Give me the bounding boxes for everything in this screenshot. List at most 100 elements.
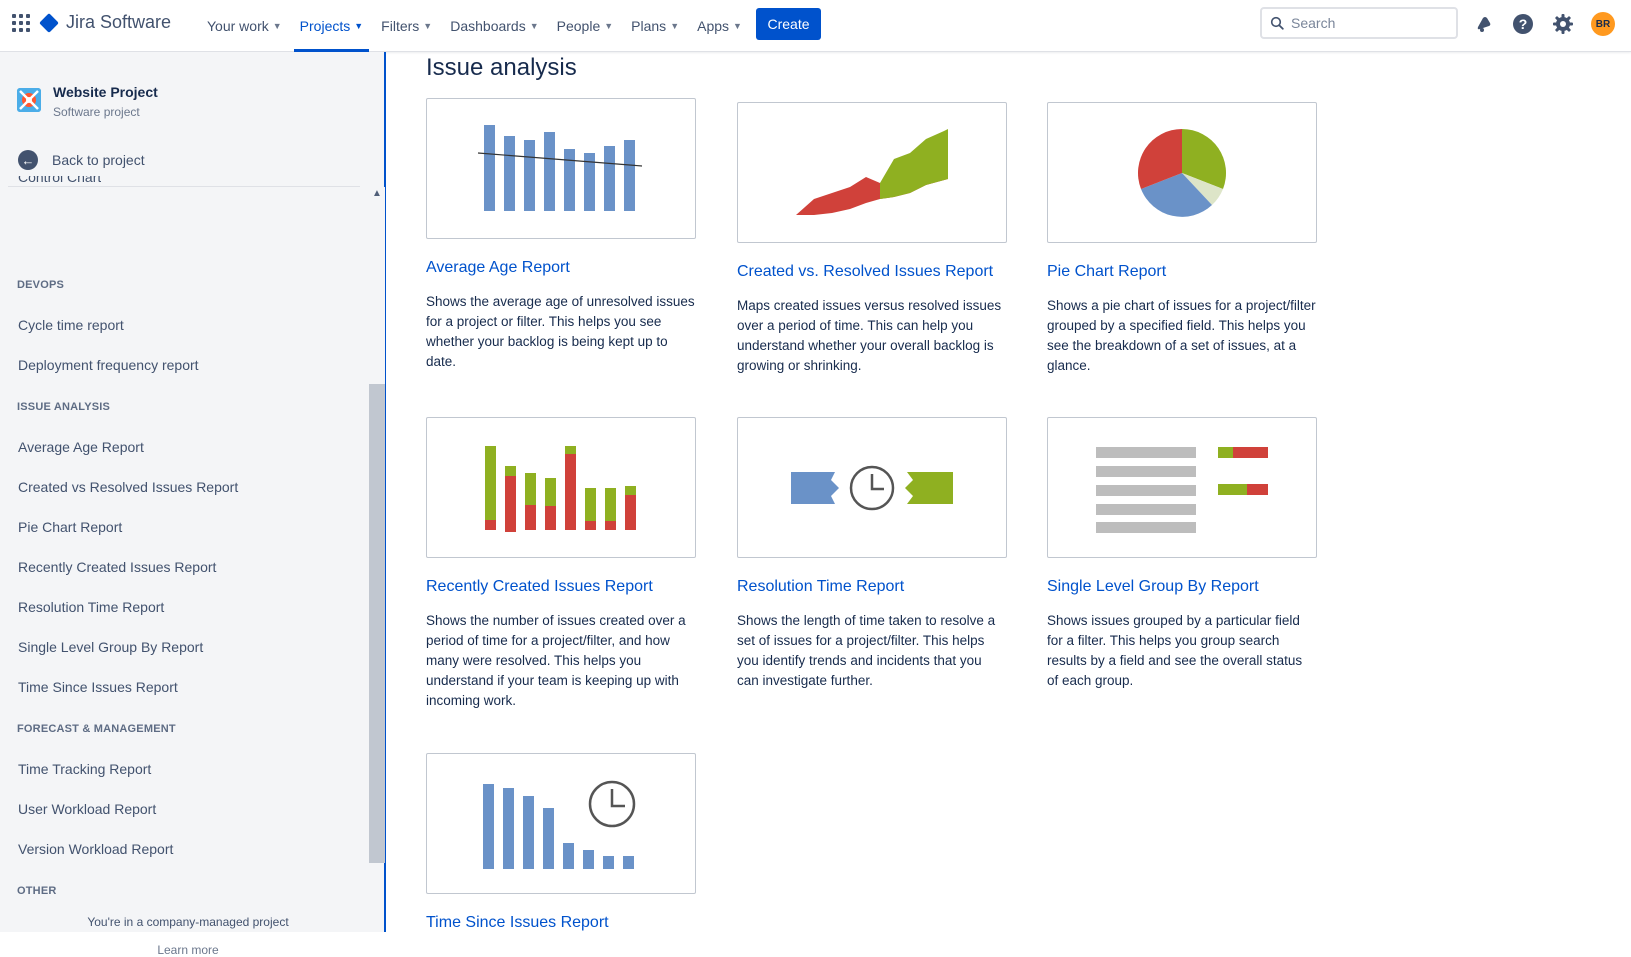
svg-text:?: ? xyxy=(1519,16,1528,32)
nav-label: Dashboards xyxy=(450,18,526,34)
resolution-time-thumbnail[interactable] xyxy=(737,417,1007,558)
card-description: Shows issues grouped by a particular fie… xyxy=(1047,613,1303,688)
scrollbar-thumb[interactable] xyxy=(369,384,385,863)
help-icon[interactable]: ? xyxy=(1511,12,1535,36)
nav-people[interactable]: People ▼ xyxy=(548,0,623,52)
user-avatar[interactable]: BR xyxy=(1591,12,1615,36)
sidebar-item-created-vs-resolved[interactable]: Created vs Resolved Issues Report xyxy=(18,479,239,495)
primary-nav: Your work ▼ Projects ▼ Filters ▼ Dashboards… xyxy=(198,0,751,52)
report-card-time-since: Time Since Issues Report xyxy=(426,753,696,932)
time-since-thumbnail[interactable] xyxy=(426,753,696,894)
nav-dashboards[interactable]: Dashboards ▼ xyxy=(441,0,547,52)
section-other: OTHER xyxy=(17,885,57,897)
group-list-icon xyxy=(1096,446,1268,533)
back-to-project-label: Back to project xyxy=(52,152,145,168)
sidebar-item-time-tracking[interactable]: Time Tracking Report xyxy=(18,761,152,777)
search-input[interactable] xyxy=(1291,15,1441,31)
card-title-link[interactable]: Single Level Group By Report xyxy=(1047,578,1259,595)
sidebar-item-time-since[interactable]: Time Since Issues Report xyxy=(18,679,178,695)
arrow-left-icon: ← xyxy=(18,150,38,170)
nav-plans[interactable]: Plans ▼ xyxy=(622,0,688,52)
report-card-pie-chart: Pie Chart Report Shows a pie chart of is… xyxy=(1047,102,1317,376)
sidebar-item-user-workload[interactable]: User Workload Report xyxy=(18,801,157,817)
nav-label: Filters xyxy=(381,18,420,34)
top-navigation: Jira Software Your work ▼ Projects ▼ Filte… xyxy=(0,0,1631,52)
app-switcher-icon[interactable] xyxy=(12,14,30,32)
sidebar-scroll-area: DEVOPS Cycle time report Deployment freq… xyxy=(0,187,384,957)
sidebar-item-single-level-group[interactable]: Single Level Group By Report xyxy=(18,639,204,655)
card-description: Shows the number of issues created over … xyxy=(426,613,686,708)
report-card-recently-created: Recently Created Issues Report Shows the… xyxy=(426,417,696,711)
sidebar-item-deployment-frequency[interactable]: Deployment frequency report xyxy=(18,357,199,373)
card-description: Shows a pie chart of issues for a projec… xyxy=(1047,298,1316,373)
project-sidebar: DEVOPS Cycle time report Deployment freq… xyxy=(0,52,386,957)
page-title: Issue analysis xyxy=(426,54,577,81)
resolution-time-icon xyxy=(791,465,953,510)
company-managed-note: You're in a company-managed project xyxy=(87,915,289,929)
project-type: Software project xyxy=(53,105,140,119)
chevron-down-icon: ▼ xyxy=(670,21,680,31)
settings-gear-icon[interactable] xyxy=(1551,12,1575,36)
sidebar-item-cycle-time[interactable]: Cycle time report xyxy=(18,317,124,333)
sidebar-item-pie-chart[interactable]: Pie Chart Report xyxy=(18,519,123,535)
sidebar-item-average-age[interactable]: Average Age Report xyxy=(18,439,144,455)
notifications-icon[interactable] xyxy=(1472,12,1496,36)
recently-created-thumbnail[interactable] xyxy=(426,417,696,558)
card-title-link[interactable]: Pie Chart Report xyxy=(1047,263,1167,280)
sidebar-item-recently-created[interactable]: Recently Created Issues Report xyxy=(18,559,217,575)
card-title-link[interactable]: Recently Created Issues Report xyxy=(426,578,653,595)
card-description: Maps created issues versus resolved issu… xyxy=(737,298,1002,373)
report-card-created-vs-resolved: Created vs. Resolved Issues Report Maps … xyxy=(737,102,1007,376)
sidebar-scrollbar[interactable]: ▲ xyxy=(369,187,385,863)
nav-label: Apps xyxy=(697,18,730,34)
nav-label: Plans xyxy=(631,18,667,34)
card-description: Shows the average age of unresolved issu… xyxy=(426,294,695,369)
create-button[interactable]: Create xyxy=(756,8,821,40)
time-since-chart-icon xyxy=(483,780,636,869)
sidebar-item-version-workload[interactable]: Version Workload Report xyxy=(18,841,174,857)
nav-your-work[interactable]: Your work ▼ xyxy=(198,0,291,52)
nav-filters[interactable]: Filters ▼ xyxy=(372,0,441,52)
report-card-resolution-time: Resolution Time Report Shows the length … xyxy=(737,417,1007,691)
pie-chart-thumbnail[interactable] xyxy=(1047,102,1317,243)
chevron-down-icon: ▼ xyxy=(604,21,614,31)
search-box[interactable] xyxy=(1260,7,1458,39)
chevron-down-icon: ▼ xyxy=(733,21,742,31)
jira-logo[interactable]: Jira Software xyxy=(39,12,171,33)
nav-projects[interactable]: Projects ▼ xyxy=(291,0,373,52)
nav-apps[interactable]: Apps ▼ xyxy=(688,0,751,52)
area-chart-icon xyxy=(796,128,948,215)
single-level-group-thumbnail[interactable] xyxy=(1047,417,1317,558)
pie-chart-icon xyxy=(1137,128,1227,217)
card-title-link[interactable]: Time Since Issues Report xyxy=(426,914,609,931)
project-name[interactable]: Website Project xyxy=(53,84,158,100)
stacked-bar-chart-icon xyxy=(485,445,636,532)
card-title-link[interactable]: Average Age Report xyxy=(426,259,570,276)
nav-label: People xyxy=(556,18,601,34)
created-vs-resolved-thumbnail[interactable] xyxy=(737,102,1007,243)
average-age-thumbnail[interactable] xyxy=(426,98,696,239)
section-devops: DEVOPS xyxy=(17,279,65,291)
sidebar-item-control-chart[interactable]: Control Chart xyxy=(18,176,102,185)
chevron-down-icon: ▼ xyxy=(423,21,433,31)
card-title-link[interactable]: Created vs. Resolved Issues Report xyxy=(737,263,994,280)
jira-diamond-icon xyxy=(39,12,59,33)
section-issue-analysis: ISSUE ANALYSIS xyxy=(17,401,111,413)
main-content: Issue analysis Average Age Report Shows … xyxy=(386,52,1631,932)
back-to-project-link[interactable]: ← Back to project xyxy=(18,150,145,170)
chevron-down-icon: ▼ xyxy=(272,21,282,31)
search-icon xyxy=(1270,16,1284,30)
scroll-up-arrow-icon[interactable]: ▲ xyxy=(372,188,382,199)
learn-more-link[interactable]: Learn more xyxy=(157,943,219,957)
card-description: Shows the length of time taken to resolv… xyxy=(737,613,996,688)
section-forecast-management: FORECAST & MANAGEMENT xyxy=(17,723,176,735)
nav-label: Projects xyxy=(299,18,351,34)
bar-chart-icon xyxy=(477,124,643,211)
card-title-link[interactable]: Resolution Time Report xyxy=(737,578,905,595)
sidebar-header: Website Project Software project ← Back … xyxy=(0,52,384,187)
report-card-average-age: Average Age Report Shows the average age… xyxy=(426,98,696,372)
report-card-single-level-group: Single Level Group By Report Shows issue… xyxy=(1047,417,1317,691)
sidebar-divider xyxy=(8,186,360,187)
chevron-down-icon: ▼ xyxy=(354,21,364,31)
sidebar-item-resolution-time[interactable]: Resolution Time Report xyxy=(18,599,165,615)
